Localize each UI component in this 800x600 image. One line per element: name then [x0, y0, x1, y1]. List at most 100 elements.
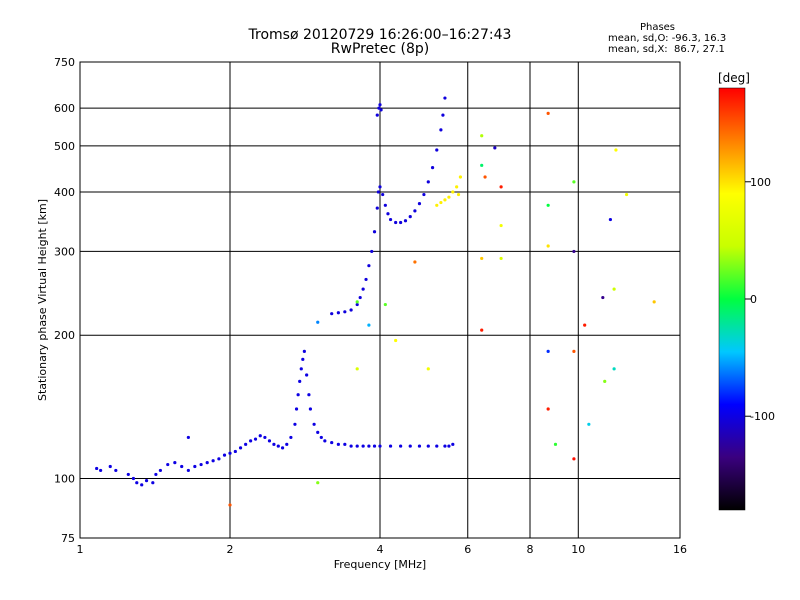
- data-point: [377, 106, 381, 110]
- data-point: [299, 367, 303, 371]
- data-point: [447, 444, 451, 448]
- data-point: [355, 302, 359, 307]
- data-point: [553, 442, 558, 446]
- data-point: [330, 312, 334, 316]
- data-point: [426, 367, 430, 371]
- data-point: [583, 323, 587, 327]
- y-axis: 75 100 200 300 400 500 600 750: [54, 56, 75, 545]
- data-point: [372, 230, 377, 234]
- data-point: [546, 203, 550, 207]
- data-point: [233, 449, 237, 454]
- y-tick-label: 100: [54, 473, 75, 486]
- data-point: [173, 461, 177, 465]
- data-point: [447, 195, 451, 199]
- data-point: [355, 300, 359, 304]
- data-point: [422, 192, 426, 197]
- colorbar-tick-label: 0: [750, 293, 757, 306]
- data-point: [253, 437, 258, 441]
- data-point: [343, 442, 347, 446]
- data-point: [383, 203, 387, 207]
- data-points: [95, 96, 656, 507]
- data-point: [211, 459, 215, 463]
- data-point: [394, 338, 398, 343]
- data-point: [355, 367, 359, 371]
- data-point: [249, 439, 253, 443]
- y-tick-label: 200: [54, 329, 75, 342]
- data-point: [367, 444, 371, 448]
- y-tick-label: 75: [61, 532, 75, 545]
- data-point: [546, 111, 550, 115]
- data-point: [289, 435, 293, 440]
- data-point: [267, 439, 272, 443]
- data-point: [413, 260, 417, 264]
- x-axis-label: Frequency [MHz]: [334, 558, 426, 571]
- data-point: [426, 180, 430, 184]
- data-point: [307, 393, 311, 397]
- data-point: [624, 192, 629, 197]
- data-point: [378, 185, 382, 189]
- data-point: [258, 434, 262, 438]
- data-point: [193, 464, 197, 469]
- colorbar-tick-label: 100: [750, 176, 771, 189]
- data-point: [228, 503, 232, 507]
- data-point: [439, 200, 443, 205]
- data-point: [480, 134, 484, 138]
- data-point: [276, 444, 280, 448]
- data-point: [435, 148, 439, 152]
- data-point: [126, 472, 130, 477]
- data-point: [131, 476, 136, 481]
- data-point: [294, 407, 299, 411]
- y-axis-label: Stationary phase Virtual Height [km]: [36, 199, 49, 401]
- data-point: [367, 323, 371, 327]
- data-point: [652, 300, 656, 304]
- data-point: [435, 444, 439, 448]
- data-point: [298, 379, 302, 383]
- x-axis: 1 2 4 6 8 10 16: [77, 543, 688, 556]
- data-point: [151, 481, 155, 485]
- x-tick-label: 6: [464, 543, 471, 556]
- data-point: [361, 444, 365, 448]
- data-point: [608, 217, 613, 222]
- data-point: [364, 277, 368, 282]
- data-point: [388, 217, 393, 222]
- data-point: [263, 435, 267, 440]
- data-point: [458, 175, 463, 179]
- data-point: [587, 422, 591, 426]
- data-point: [426, 444, 430, 448]
- data-point: [493, 146, 497, 150]
- data-point: [222, 453, 227, 457]
- y-tick-label: 500: [54, 140, 75, 153]
- data-point: [296, 393, 300, 397]
- data-point: [612, 367, 616, 371]
- data-point: [228, 451, 232, 455]
- data-point: [430, 166, 435, 170]
- data-point: [272, 442, 276, 446]
- data-point: [480, 163, 484, 167]
- data-point: [399, 444, 403, 448]
- data-point: [399, 220, 403, 225]
- data-point: [302, 349, 306, 353]
- data-point: [375, 206, 379, 210]
- data-point: [186, 468, 190, 473]
- colorbar-ticks: 100 0 -100: [745, 176, 775, 423]
- data-point: [388, 444, 393, 448]
- data-point: [135, 481, 139, 485]
- x-tick-label: 8: [527, 543, 534, 556]
- data-point: [180, 464, 184, 469]
- data-point: [316, 430, 320, 434]
- colorbar-label: [deg]: [718, 71, 750, 85]
- data-point: [323, 439, 327, 443]
- stats-title: Phases: [639, 22, 676, 33]
- data-point: [336, 311, 340, 315]
- data-point: [403, 219, 408, 223]
- data-point: [413, 209, 417, 213]
- data-point: [601, 295, 605, 300]
- data-point: [378, 444, 382, 448]
- data-point: [343, 310, 347, 314]
- data-point: [99, 468, 103, 473]
- data-point: [480, 328, 484, 332]
- plot-frame: [79, 61, 681, 539]
- data-point: [308, 407, 313, 411]
- data-point: [499, 256, 503, 261]
- data-point: [603, 379, 607, 383]
